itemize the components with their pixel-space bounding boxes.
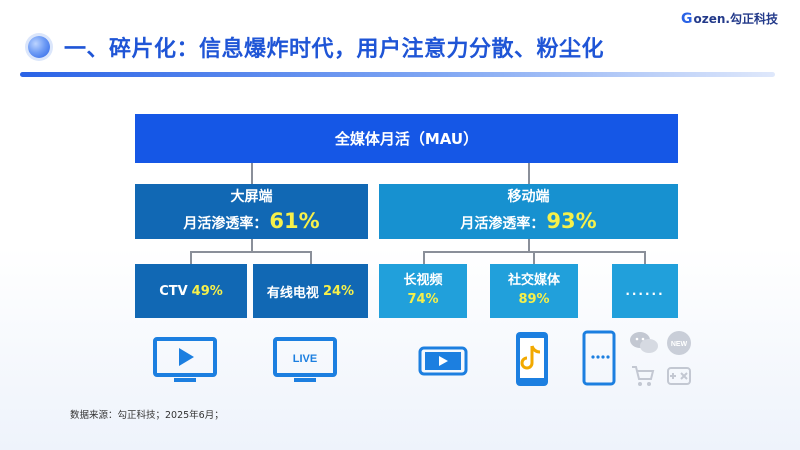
leaf-social-label: 社交媒体 [507,273,560,289]
leaf-more: ...... [612,264,678,318]
mobile-rate-value: 93% [546,208,597,233]
connector-left-bar [190,251,311,253]
big-screen-label: 大屏端 [230,188,273,205]
page-title: 一、碎片化：信息爆炸时代，用户注意力分散、粉尘化 [64,37,605,62]
leaf-cable-tv: 有线电视 24% [253,264,368,318]
leaf-cable-value: 24% [322,283,355,299]
brand-mark: G [681,10,693,27]
leaf-long-value: 74% [407,292,439,307]
phone-landscape-play-icon [418,346,468,376]
leaf-social-value: 89% [518,292,550,307]
connector-right-more [644,251,646,264]
connector-left-ctv [190,251,192,264]
phone-dots-icon [582,330,616,386]
leaf-long-video: 长视频 74% [379,264,467,318]
root-label: 全媒体月活（MAU） [334,130,479,148]
connector-root-left [251,163,253,184]
leaf-ctv-value: 49% [191,283,223,299]
big-screen-rate-label: 月活渗透率： [183,215,268,232]
connector-right-long [423,251,425,264]
new-badge-icon: NEW [667,331,691,355]
leaf-ctv-label: CTV [159,283,188,299]
slide-header: 一、碎片化：信息爆炸时代，用户注意力分散、粉尘化 G ozen.勾正科技 [0,0,800,78]
data-source-note: 数据来源：勾正科技；2025年6月； [70,410,224,421]
big-screen-box: 大屏端 月活渗透率： 61% [135,184,368,239]
title-bullet-icon [28,36,50,58]
connector-right-social [533,251,535,264]
mobile-box: 移动端 月活渗透率： 93% [379,184,678,239]
leaf-social-media: 社交媒体 89% [490,264,578,318]
phone-tiktok-icon [516,332,548,386]
cart-icon [632,366,655,386]
mau-root-box: 全媒体月活（MAU） [135,114,678,163]
mobile-label: 移动端 [507,188,550,205]
big-screen-rate-value: 61% [269,208,320,233]
tv-live-icon: LIVE [273,337,337,382]
leaf-ctv: CTV 49% [135,264,247,318]
leaf-long-label: 长视频 [403,273,443,289]
leaf-cable-label: 有线电视 [266,285,319,301]
connector-left-stem [251,239,253,252]
tv-live-text: LIVE [293,353,317,365]
new-badge-text: NEW [671,341,688,348]
gamepad-icon [667,367,691,385]
connector-root-right [528,163,530,184]
brand-name: ozen.勾正科技 [693,12,778,26]
wechat-icon [630,332,658,353]
tv-play-icon [153,337,217,382]
title-divider [20,72,775,77]
connector-left-cable [310,251,312,264]
brand-logo: G ozen.勾正科技 [681,10,778,27]
connector-right-stem [528,239,530,252]
mobile-rate-label: 月活渗透率： [460,215,545,232]
leaf-more-label: ...... [625,284,665,298]
